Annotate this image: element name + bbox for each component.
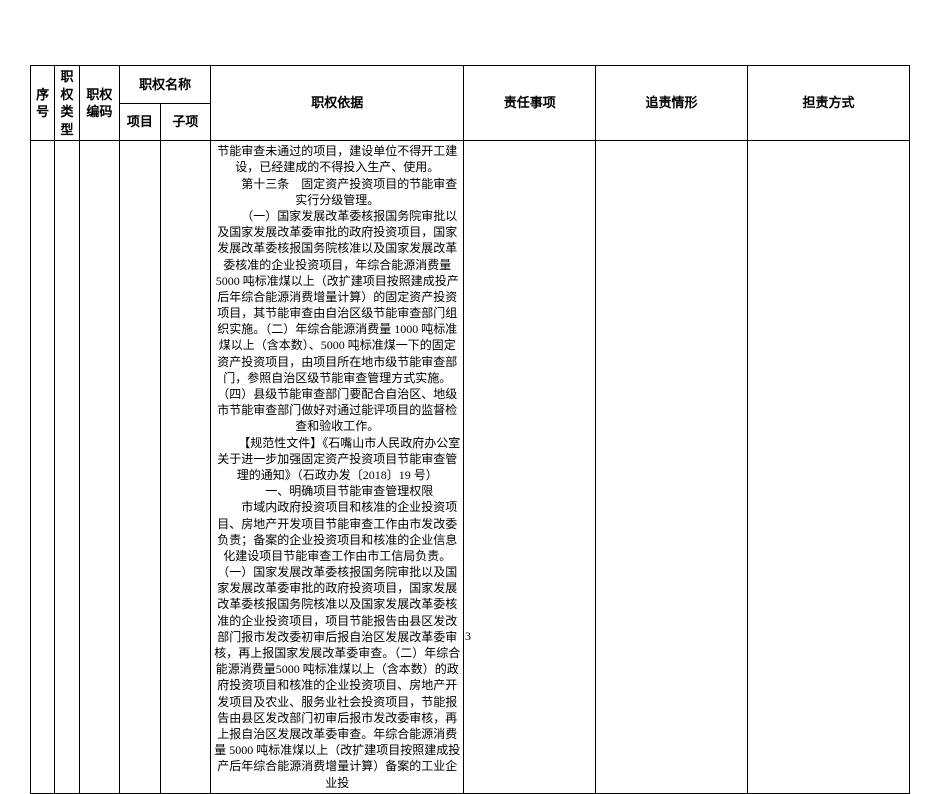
cell-bear-mode (747, 141, 909, 794)
cell-project (120, 141, 161, 794)
cell-accountability (596, 141, 748, 794)
cell-subitem (160, 141, 211, 794)
header-project: 项目 (120, 103, 161, 141)
table-header: 序号 职权类型 职权编码 职权名称 职权依据 责任事项 追责情形 担责方式 项目… (31, 66, 910, 141)
basis-paragraph: （一）国家发展改革委核报国务院审批以及国家发展改革委审批的政府投资项目，国家发展… (214, 208, 460, 435)
header-basis: 职权依据 (211, 66, 464, 141)
page-number: 3 (0, 629, 936, 644)
cell-duty (464, 141, 596, 794)
basis-paragraph: 市域内政府投资项目和核准的企业投资项目、房地产开发项目节能审查工作由市发改委负责… (214, 499, 460, 790)
header-code: 职权编码 (79, 66, 120, 141)
header-accountability: 追责情形 (596, 66, 748, 141)
cell-code (79, 141, 120, 794)
header-seq: 序号 (31, 66, 55, 141)
authority-table: 序号 职权类型 职权编码 职权名称 职权依据 责任事项 追责情形 担责方式 项目… (30, 65, 910, 794)
basis-paragraph: 【规范性文件】《石嘴山市人民政府办公室关于进一步加强固定资产投资项目节能审查管理… (214, 435, 460, 484)
header-bear-mode: 担责方式 (747, 66, 909, 141)
header-type: 职权类型 (55, 66, 79, 141)
header-duty: 责任事项 (464, 66, 596, 141)
header-subitem: 子项 (160, 103, 211, 141)
table-row: 节能审查未通过的项目，建设单位不得开工建设，已经建成的不得投入生产、使用。 第十… (31, 141, 910, 794)
basis-paragraph: 一、明确项目节能审查管理权限 (214, 483, 460, 499)
basis-paragraph: 第十三条 固定资产投资项目的节能审查实行分级管理。 (214, 176, 460, 208)
cell-basis: 节能审查未通过的项目，建设单位不得开工建设，已经建成的不得投入生产、使用。 第十… (211, 141, 464, 794)
cell-type (55, 141, 79, 794)
header-name-group: 职权名称 (120, 66, 211, 104)
document-page: 序号 职权类型 职权编码 职权名称 职权依据 责任事项 追责情形 担责方式 项目… (0, 0, 936, 662)
basis-paragraph: 节能审查未通过的项目，建设单位不得开工建设，已经建成的不得投入生产、使用。 (214, 143, 460, 175)
cell-seq (31, 141, 55, 794)
